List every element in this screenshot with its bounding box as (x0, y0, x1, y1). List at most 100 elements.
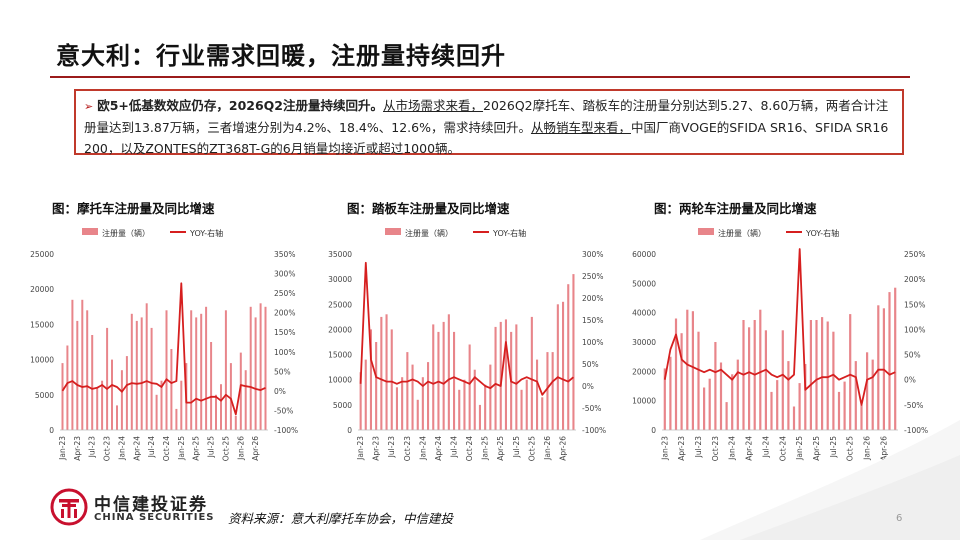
summary-underline-2: 从畅销车型来看， (530, 120, 631, 135)
bar (205, 306, 208, 430)
x-tick-label: Jul-23 (88, 436, 97, 459)
y-right-tick-label: -50% (904, 401, 923, 410)
bar (111, 359, 113, 430)
bar (385, 314, 388, 430)
company-logo: 中信建投证券 CHINA SECURITIES (50, 488, 250, 532)
bar (821, 317, 824, 430)
bar (860, 405, 863, 430)
bar (200, 313, 203, 430)
bar (116, 405, 118, 430)
title-divider (50, 76, 910, 78)
bar (411, 364, 414, 430)
x-tick-label: Jul-25 (512, 436, 521, 459)
page-number: 6 (896, 513, 903, 524)
y-left-tick-label: 10000 (328, 376, 352, 385)
bar (871, 359, 874, 430)
y-right-tick-label: 300% (582, 250, 603, 259)
bar (380, 316, 383, 430)
bar (463, 379, 466, 430)
y-right-tick-label: 100% (274, 348, 295, 357)
y-left-tick-label: 25000 (30, 250, 54, 259)
bar (254, 317, 257, 430)
bar (81, 299, 84, 430)
y-left-tick-label: 20000 (328, 325, 352, 334)
y-right-tick-label: 0% (904, 376, 916, 385)
bar (170, 349, 173, 430)
bar (719, 362, 723, 430)
background-swoosh (700, 420, 960, 540)
y-right-tick-label: 150% (582, 316, 603, 325)
x-tick-label: Oct-23 (103, 436, 112, 461)
bar (567, 284, 570, 430)
bar (525, 379, 528, 430)
bar (259, 303, 262, 430)
chart-1-title: 图：摩托车注册量及同比增速 (52, 201, 215, 216)
bar (703, 387, 706, 430)
x-tick-label: Jan-23 (58, 436, 67, 461)
bar (515, 324, 518, 430)
bar (364, 359, 367, 430)
bar (421, 377, 424, 430)
bar (432, 324, 435, 430)
x-tick-label: Apr-25 (812, 436, 821, 461)
y-right-tick-label: -100% (582, 426, 606, 435)
bar (215, 394, 217, 430)
bar (764, 330, 767, 430)
bar (130, 313, 133, 430)
bar (190, 310, 193, 430)
legend-label: 注册量（辆） (102, 228, 150, 238)
y-right-tick-label: -50% (582, 404, 601, 413)
y-left-tick-label: 10000 (632, 397, 656, 406)
bar (826, 321, 829, 430)
bar (849, 314, 852, 430)
bar (894, 287, 897, 430)
summary-underline-1: 从市场需求来看， (383, 98, 484, 113)
y-right-tick-label: 100% (582, 338, 603, 347)
y-left-tick-label: 0 (347, 426, 352, 435)
x-tick-label: Jan-24 (117, 436, 126, 461)
bar (106, 327, 109, 430)
yoy-line (359, 261, 574, 396)
bar (499, 321, 502, 430)
y-right-tick-label: 250% (904, 250, 925, 259)
bar (697, 331, 700, 430)
bar (135, 320, 138, 430)
bar (669, 356, 672, 430)
x-tick-label: Jan-25 (795, 436, 804, 461)
bar (674, 318, 678, 430)
x-tick-label: Apr-25 (192, 436, 201, 461)
bar (369, 329, 372, 430)
bar (530, 316, 533, 430)
bar (815, 320, 818, 430)
bar (390, 329, 393, 430)
bar (76, 320, 79, 430)
x-tick-label: Oct-25 (221, 436, 230, 461)
y-right-tick-label: 200% (904, 275, 925, 284)
bar (546, 352, 549, 430)
y-left-tick-label: 40000 (632, 309, 656, 318)
y-right-tick-label: 200% (582, 294, 603, 303)
bar (725, 402, 728, 430)
bar (478, 404, 481, 430)
y-left-tick-label: 0 (651, 426, 656, 435)
y-left-tick-label: 20000 (30, 285, 54, 294)
bar (776, 380, 779, 430)
legend-label: 注册量（辆） (718, 228, 766, 238)
bar (91, 335, 94, 430)
y-right-tick-label: -100% (904, 426, 928, 435)
bar (832, 331, 835, 430)
page-title: 意大利：行业需求回暖，注册量持续回升 (56, 42, 506, 70)
y-left-tick-label: 25000 (328, 300, 352, 309)
bar (359, 372, 362, 430)
bar (155, 394, 158, 430)
bar (473, 369, 476, 430)
bar (551, 352, 554, 430)
bar (220, 384, 222, 430)
summary-lead: 欧5+低基数效应仍存，2026Q2注册量持续回升。 (97, 98, 384, 113)
x-tick-label: Oct-23 (403, 436, 412, 461)
legend-label: YOY-右轴 (492, 228, 526, 238)
x-tick-label: Jul-23 (694, 436, 703, 459)
y-right-tick-label: 250% (582, 272, 603, 281)
chart-motorcycle: 注册量（辆） YOY-右轴 0 5000 10000 15000 20000 25000 -10… (30, 228, 298, 461)
bar (140, 317, 143, 430)
